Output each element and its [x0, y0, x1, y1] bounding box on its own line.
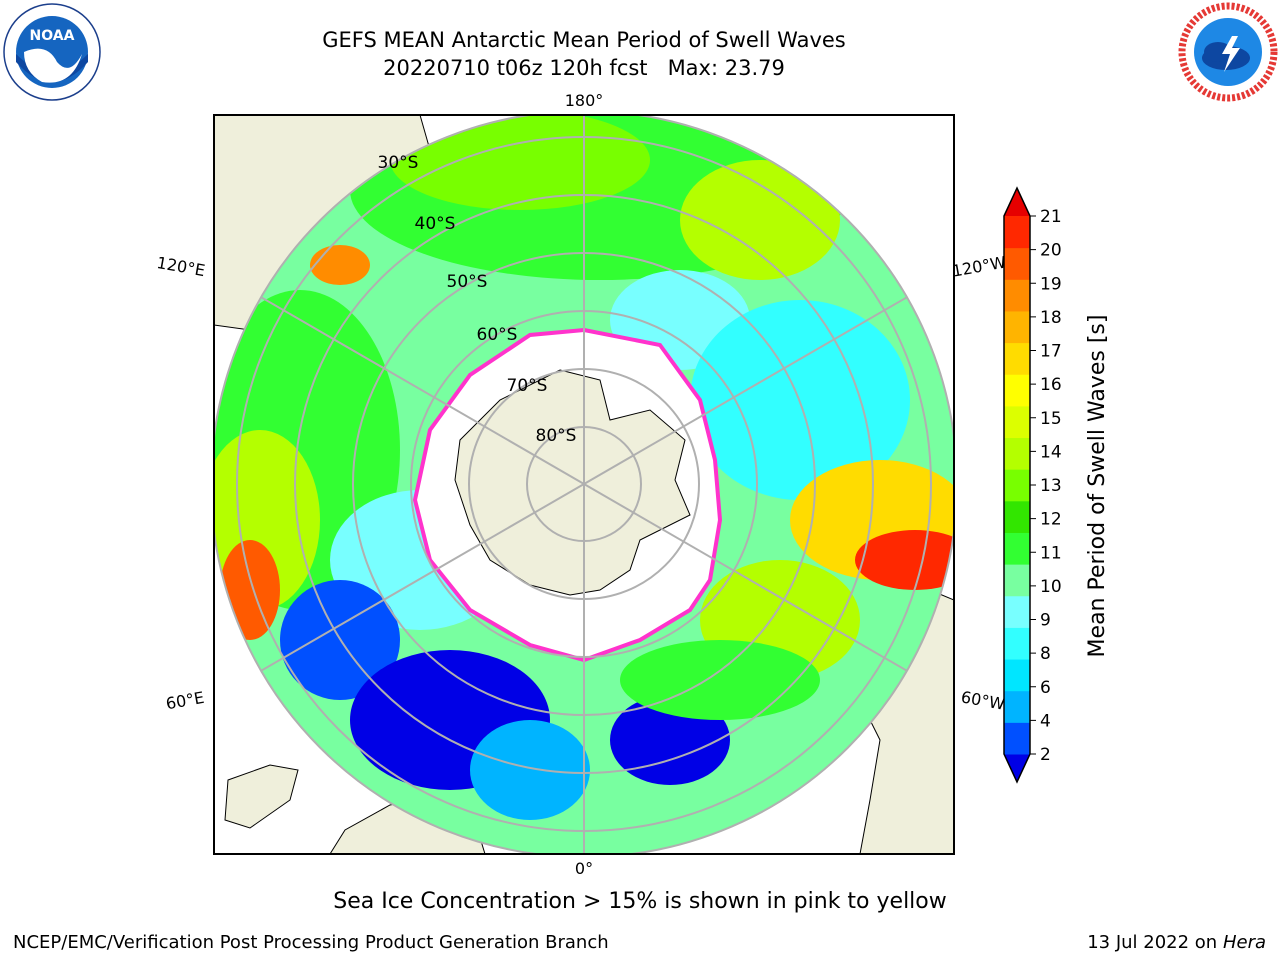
antarctica-land: [454, 369, 691, 596]
colorbar-tick-label: 8: [1040, 644, 1051, 664]
colorbar-band: [1004, 374, 1030, 407]
colorbar-band: [1004, 532, 1030, 565]
footer-host: Hera: [1222, 932, 1266, 953]
colorbar-band: [1004, 469, 1030, 502]
colorbar-band: [1004, 405, 1030, 439]
colorbar-band: [1004, 659, 1030, 692]
footer-date-text: 13 Jul 2022 on: [1087, 932, 1223, 953]
lon-label-120e: 120°E: [155, 253, 206, 280]
colorbar-tick-label: 20: [1040, 241, 1062, 261]
map-frame: [213, 114, 955, 855]
colorbar-tick-label: 13: [1040, 476, 1062, 496]
colorbar-tick-label: 11: [1040, 543, 1062, 563]
map-title: GEFS MEAN Antarctic Mean Period of Swell…: [322, 28, 846, 52]
lon-label-180: 180°: [565, 91, 604, 110]
lat-label-30s: 30°S: [378, 153, 419, 173]
madagascar-land: [224, 764, 299, 829]
lat-label-70s: 70°S: [507, 376, 548, 396]
colorbar-tick-label: 18: [1040, 308, 1062, 328]
lat-label-40s: 40°S: [415, 214, 456, 234]
colorbar-band: [1004, 310, 1030, 344]
colorbar-tick-label: 9: [1040, 611, 1051, 631]
colorbar-band: [1004, 437, 1030, 470]
lat-label-50s: 50°S: [447, 272, 488, 292]
sea-ice-note: Sea Ice Concentration > 15% is shown in …: [333, 889, 947, 914]
colorbar-tick-label: 6: [1040, 678, 1051, 698]
colorbar-tick-label: 15: [1040, 409, 1062, 429]
colorbar-band: [1004, 722, 1030, 755]
lon-label-60w: 60°W: [960, 687, 1007, 713]
colorbar-band: [1004, 595, 1030, 628]
colorbar-tick-label: 21: [1040, 207, 1062, 227]
noaa-logo: NOAA: [3, 3, 101, 101]
colorbar-band: [1004, 247, 1030, 280]
nws-logo: [1178, 2, 1278, 102]
lon-label-120w: 120°W: [951, 252, 1008, 280]
colorbar-band: [1004, 216, 1030, 249]
colorbar-tick-label: 2: [1040, 745, 1051, 765]
noaa-logo-text: NOAA: [30, 28, 75, 44]
map-subtitle: 20220710 t06z 120h fcst Max: 23.79: [383, 56, 785, 80]
colorbar-tick-label: 10: [1040, 577, 1062, 597]
colorbar-tick-label: 16: [1040, 375, 1062, 395]
colorbar-tick-label: 19: [1040, 274, 1062, 294]
colorbar-label: Mean Period of Swell Waves [s]: [1085, 315, 1110, 658]
colorbar-band: [1004, 342, 1030, 375]
colorbar-tick-label: 4: [1040, 711, 1051, 731]
footer-date: 13 Jul 2022 on Hera: [1087, 932, 1266, 953]
footer-credit: NCEP/EMC/Verification Post Processing Pr…: [13, 932, 609, 953]
lon-label-60e: 60°E: [164, 688, 205, 713]
lat-label-80s: 80°S: [536, 426, 577, 446]
colorbar: 2 4 6 8 9 10 11 12 13 14 15 16 17 18 19 20 21: [1003, 186, 1062, 784]
colorbar-band: [1004, 500, 1030, 533]
lat-label-60s: 60°S: [477, 325, 518, 345]
colorbar-band: [1004, 279, 1030, 312]
colorbar-extend-max: [1004, 188, 1030, 216]
colorbar-band: [1004, 690, 1030, 723]
colorbar-tick-label: 14: [1040, 442, 1062, 462]
lon-label-0: 0°: [575, 859, 593, 878]
colorbar-tick-label: 12: [1040, 510, 1062, 530]
colorbar-band: [1004, 627, 1030, 660]
colorbar-band: [1004, 564, 1030, 597]
colorbar-tick-label: 17: [1040, 342, 1062, 362]
colorbar-extend-min: [1004, 754, 1030, 782]
